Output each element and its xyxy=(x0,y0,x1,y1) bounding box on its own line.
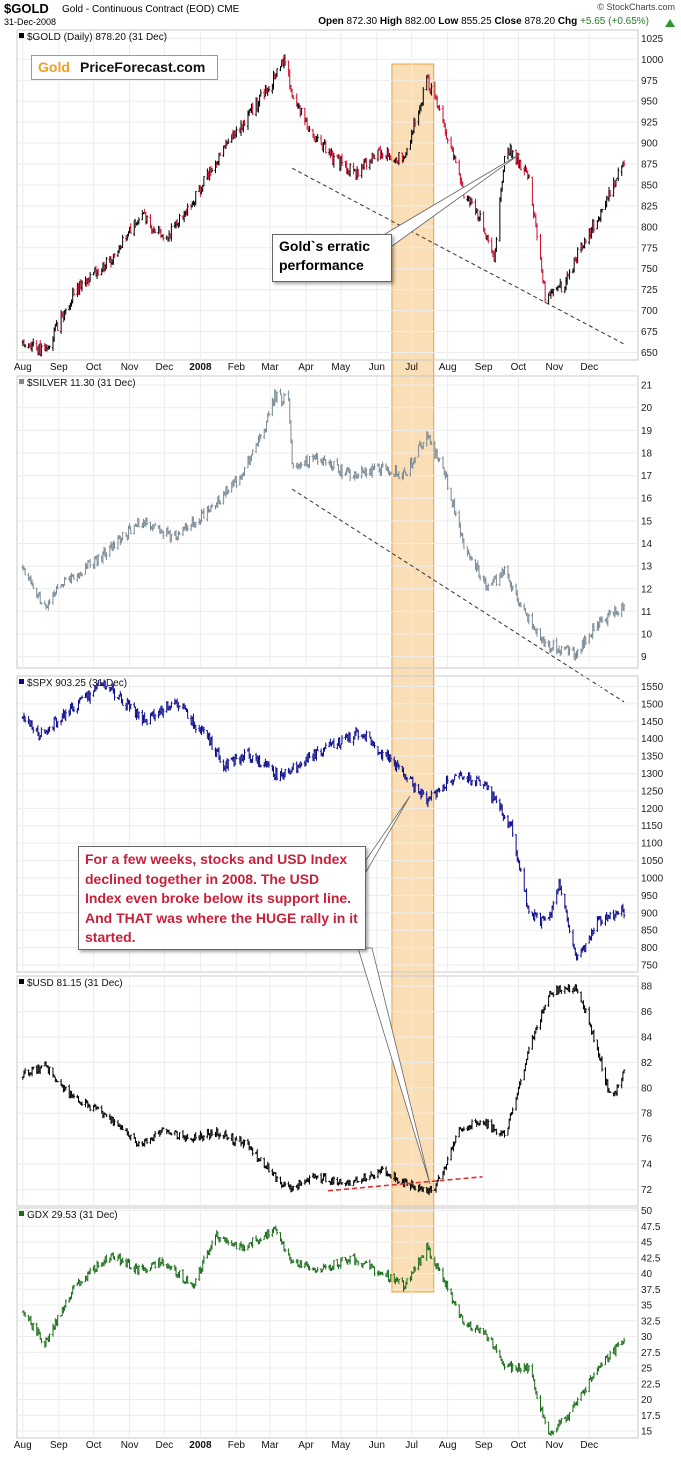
gold-ytick-label: 825 xyxy=(641,201,658,212)
usd-ytick-label: 74 xyxy=(641,1160,653,1171)
silver-ytick-label: 21 xyxy=(641,381,653,392)
gdx-ytick-label: 32.5 xyxy=(641,1316,661,1327)
gdx-ytick-label: 17.5 xyxy=(641,1411,661,1422)
gdx-ytick-label: 25 xyxy=(641,1364,653,1375)
gold-ytick-label: 1000 xyxy=(641,55,664,66)
silver-ytick-label: 18 xyxy=(641,448,653,459)
silver-ytick-label: 20 xyxy=(641,403,653,414)
usd-ytick-label: 80 xyxy=(641,1083,653,1094)
gold-ytick-label: 650 xyxy=(641,348,658,359)
gdx-pane-label: GDX 29.53 (31 Dec) xyxy=(27,1210,118,1221)
spx-ytick-label: 1200 xyxy=(641,804,664,815)
gold-ytick-label: 775 xyxy=(641,243,658,254)
spx-ytick-label: 1100 xyxy=(641,839,663,850)
gdx-pane: 15 17.5 20 22.5 25 27.5 30 32.5 35 37.5 40 42.5 45 47… xyxy=(16,1206,661,1439)
silver-legend-marker xyxy=(19,379,24,384)
silver-trend-line xyxy=(291,488,625,703)
gdx-ytick-label: 37.5 xyxy=(641,1285,661,1296)
gdx-ytick-label: 27.5 xyxy=(641,1348,661,1359)
gdx-ytick-label: 45 xyxy=(641,1238,653,1249)
silver-pane: 9 10 11 12 13 14 15 16 17 18 19 20 21 $SILVER 11.30 (… xyxy=(16,375,653,703)
gdx-frame xyxy=(16,1207,639,1439)
usd-ytick-label: 86 xyxy=(641,1007,653,1018)
usd-frame xyxy=(16,975,639,1207)
spx-pane-label: $SPX 903.25 (31 Dec) xyxy=(27,678,127,689)
gold-ytick-label: 800 xyxy=(641,222,658,233)
silver-ytick-label: 10 xyxy=(641,630,653,641)
gold-ytick-label: 675 xyxy=(641,327,658,338)
usd-ytick-label: 84 xyxy=(641,1032,653,1043)
spx-ytick-label: 900 xyxy=(641,908,658,919)
usd-series xyxy=(21,983,626,1196)
silver-ytick-label: 17 xyxy=(641,471,653,482)
gdx-ytick-label: 40 xyxy=(641,1269,653,1280)
spx-ytick-label: 1500 xyxy=(641,699,664,710)
gdx-legend-marker xyxy=(19,1211,24,1216)
gold-ytick-label: 975 xyxy=(641,76,658,87)
usd-pane-label: $USD 81.15 (31 Dec) xyxy=(27,978,123,989)
silver-frame xyxy=(16,375,639,669)
gdx-ytick-label: 15 xyxy=(641,1427,653,1438)
spx-ytick-label: 950 xyxy=(641,891,658,902)
gold-ytick-label: 750 xyxy=(641,264,658,275)
silver-ytick-label: 12 xyxy=(641,584,653,595)
usd-ytick-label: 78 xyxy=(641,1109,653,1120)
gold-ytick-label: 850 xyxy=(641,180,658,191)
spx-ytick-label: 1050 xyxy=(641,856,664,867)
usd-ytick-label: 82 xyxy=(641,1058,653,1069)
gdx-ytick-label: 35 xyxy=(641,1301,653,1312)
gold-series xyxy=(21,54,626,357)
gold-ytick-label: 700 xyxy=(641,306,658,317)
gdx-ytick-label: 42.5 xyxy=(641,1253,661,1264)
spx-ytick-label: 1250 xyxy=(641,786,664,797)
spx-ytick-label: 1550 xyxy=(641,682,664,693)
gdx-series xyxy=(21,1225,626,1437)
silver-ytick-label: 16 xyxy=(641,494,653,505)
gdx-ytick-label: 30 xyxy=(641,1332,653,1343)
silver-ytick-label: 11 xyxy=(641,607,652,618)
silver-ytick-label: 15 xyxy=(641,516,653,527)
silver-ytick-label: 14 xyxy=(641,539,653,550)
gdx-ytick-label: 50 xyxy=(641,1206,653,1217)
spx-ytick-label: 1400 xyxy=(641,734,664,745)
gold-ytick-label: 725 xyxy=(641,285,658,296)
silver-pane-label: $SILVER 11.30 (31 Dec) xyxy=(27,378,136,389)
usd-legend-marker xyxy=(19,979,24,984)
silver-ytick-label: 9 xyxy=(641,652,647,663)
gold-pane-label: $GOLD (Daily) 878.20 (31 Dec) xyxy=(27,32,167,43)
spx-ytick-label: 1350 xyxy=(641,752,664,763)
spx-ytick-label: 800 xyxy=(641,943,658,954)
gold-pane: 650 675 700 725 750 775 800 825 850 875 900 925 950 9… xyxy=(16,29,664,361)
spx-ytick-label: 1300 xyxy=(641,769,664,780)
gold-frame xyxy=(16,29,639,361)
spx-ytick-label: 1450 xyxy=(641,717,664,728)
gdx-ytick-label: 22.5 xyxy=(641,1379,661,1390)
usd-pane: 72 74 76 78 80 82 84 86 88 $USD 81.15 (31 Dec) xyxy=(16,975,653,1207)
spx-ytick-label: 1000 xyxy=(641,873,664,884)
spx-legend-marker xyxy=(19,679,24,684)
silver-ytick-label: 19 xyxy=(641,426,653,437)
spx-ytick-label: 850 xyxy=(641,926,658,937)
gold-ytick-label: 900 xyxy=(641,139,658,150)
gold-legend-marker xyxy=(19,33,24,38)
spx-ytick-label: 750 xyxy=(641,961,658,972)
gdx-ytick-label: 47.5 xyxy=(641,1222,661,1233)
usd-ytick-label: 72 xyxy=(641,1185,653,1196)
spx-ytick-label: 1150 xyxy=(641,821,663,832)
gold-ytick-label: 875 xyxy=(641,160,658,171)
silver-series xyxy=(21,388,626,661)
spx-series xyxy=(21,679,626,961)
gold-ytick-label: 1025 xyxy=(641,34,664,45)
spx-frame xyxy=(16,675,639,973)
gold-ytick-label: 925 xyxy=(641,118,658,129)
usd-support-line xyxy=(328,1175,483,1192)
usd-ytick-label: 88 xyxy=(641,982,653,993)
silver-ytick-label: 13 xyxy=(641,562,653,573)
gold-ytick-label: 950 xyxy=(641,97,658,108)
gdx-ytick-label: 20 xyxy=(641,1395,653,1406)
usd-ytick-label: 76 xyxy=(641,1134,653,1145)
